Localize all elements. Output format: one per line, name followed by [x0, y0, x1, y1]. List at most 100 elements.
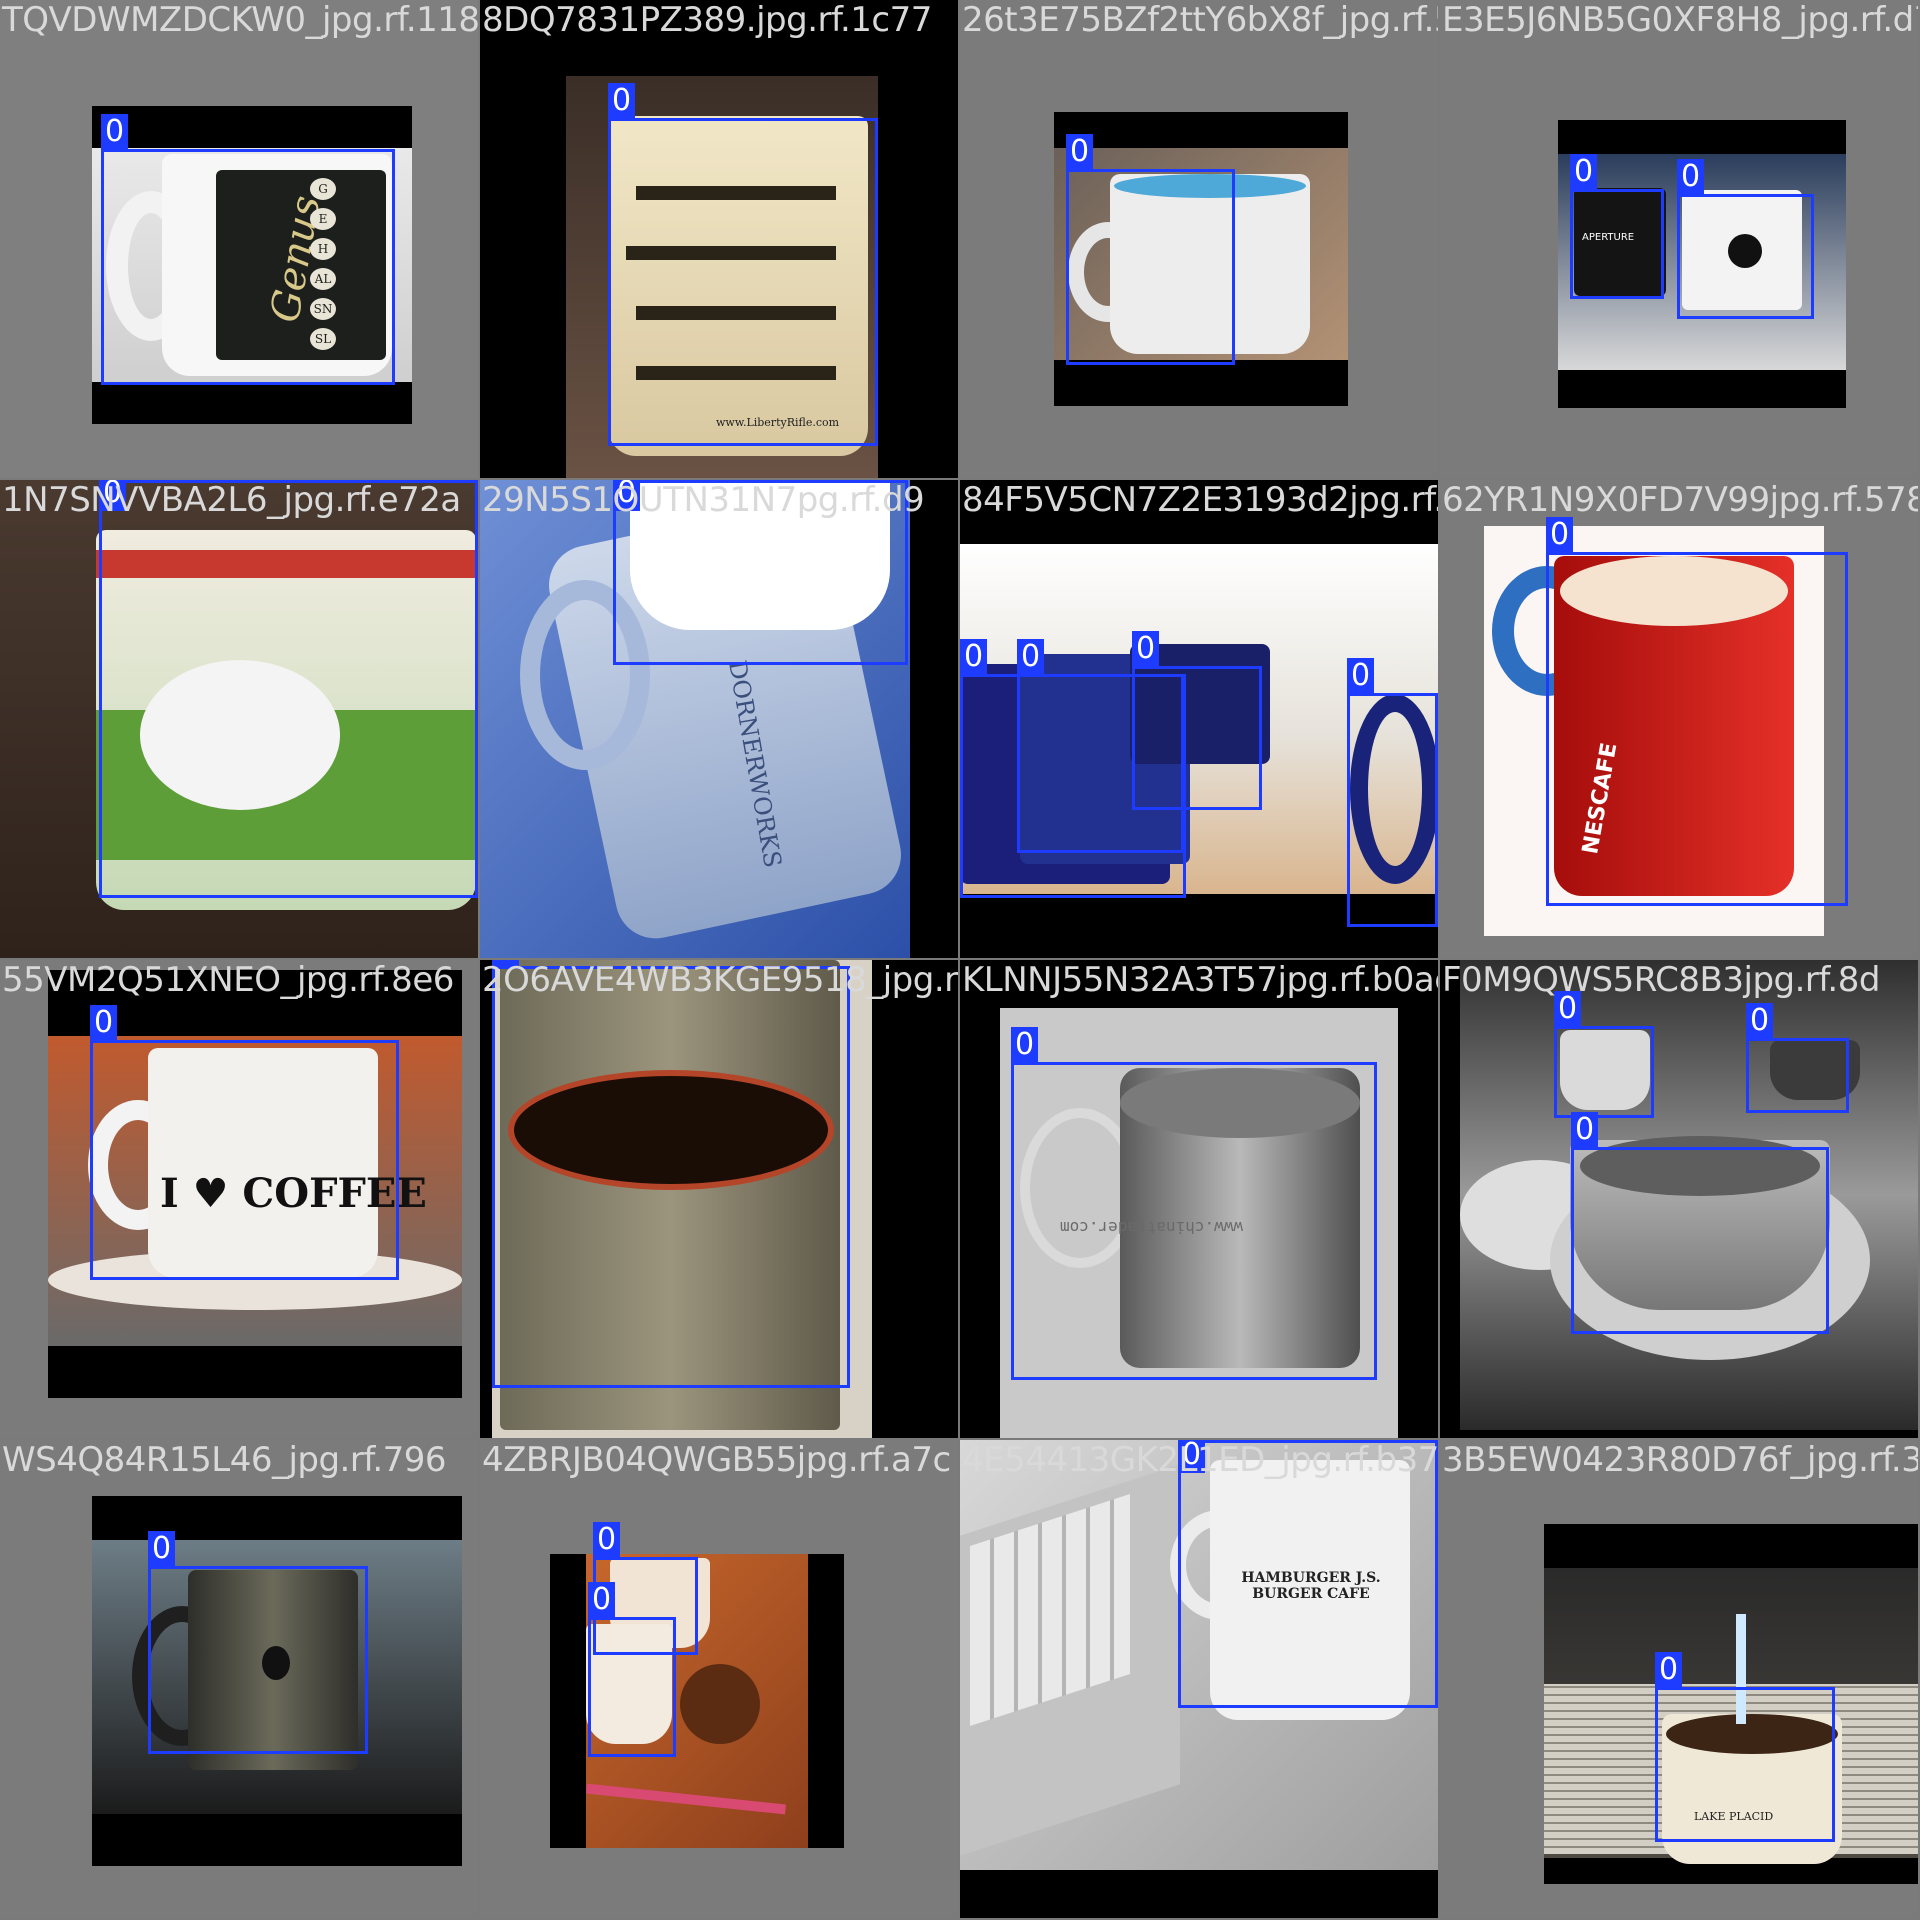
mug-print-text: APERTURE — [1582, 232, 1635, 243]
tube-letter: G — [310, 178, 336, 200]
tile-filename: 26t3E75BZf2ttY6bX8f_jpg.rf.5e — [962, 0, 1438, 40]
detection-box: 0 — [1011, 1027, 1377, 1380]
tile-filename: 1N7SNVVBA2L6_jpg.rf.e72a — [2, 480, 461, 520]
detection-tag: 0 — [608, 83, 636, 119]
tile-filename: 4E54413GK2L1ED_jpg.rf.b37f — [962, 1440, 1438, 1480]
tile-filename: 29N5S1OUTN31N7pg.rf.d9 — [482, 480, 925, 520]
detection-tag: 0 — [1677, 159, 1705, 195]
detection-box: 0 — [1677, 159, 1814, 319]
detection-box: 0 — [588, 1582, 676, 1757]
detection-box: 0 — [608, 83, 878, 446]
tile-8: NESCAFE 0 62YR1N9X0FD7V99jpg.rf.578 — [1440, 480, 1918, 958]
tube-letter: SN — [310, 298, 336, 320]
tile-6: DORNERWORKS 0 29N5S1OUTN31N7pg.rf.d9 — [480, 480, 958, 958]
detection-box: 0 — [1347, 658, 1438, 927]
detection-tag: 0 — [1132, 631, 1160, 667]
detection-tag: 0 — [90, 1005, 118, 1041]
detection-tag: 0 — [99, 480, 127, 511]
tile-image — [960, 544, 1438, 894]
detection-box: 0 — [99, 480, 478, 898]
detection-tag: 0 — [1011, 1027, 1039, 1063]
detection-tag: 0 — [1546, 517, 1574, 553]
tile-image: NESCAFE — [1484, 526, 1824, 936]
detection-tag: 0 — [1571, 1112, 1599, 1148]
detection-box: 0 — [1132, 631, 1262, 810]
detection-tag: 0 — [1570, 154, 1598, 190]
mug-print-text: I ♥ COFFEE — [160, 1170, 427, 1217]
detection-tag: 0 — [101, 114, 129, 150]
detection-box: 0 — [1017, 639, 1184, 853]
mug-print-text: www.LibertyRifle.com — [716, 416, 840, 429]
tile-1: Genus G E H AL SN SL 0 TQVDWMZDCKW0_jpg.rf.11… — [0, 0, 478, 478]
detection-box: 0 — [148, 1531, 368, 1754]
tile-16: LAKE PLACID 0 3B5EW0423R80D76f_jpg.rf.3b… — [1440, 1440, 1918, 1918]
tile-filename: 55VM2Q51XNEO_jpg.rf.8e6 — [2, 960, 454, 1000]
detection-tag: 0 — [593, 1522, 621, 1558]
detection-tag: 0 — [1017, 639, 1045, 675]
tile-12: 0 0 0 F0M9QWS5RC8B3jpg.rf.8d — [1440, 960, 1918, 1438]
tile-image — [1054, 112, 1348, 406]
detection-tag: 0 — [1066, 134, 1094, 170]
detection-tag: 0 — [1655, 1652, 1683, 1688]
detection-box: 0 — [1571, 1112, 1829, 1334]
detection-tag: 0 — [1178, 1440, 1206, 1473]
detection-box: 0 — [1554, 991, 1654, 1118]
detection-tag: 0 — [1554, 991, 1582, 1027]
tile-13: 0 WS4Q84R15L46_jpg.rf.796 — [0, 1440, 478, 1918]
tile-image — [0, 480, 478, 958]
detection-box: 0 — [1655, 1652, 1835, 1842]
tile-7: 0 0 0 0 84F5V5CN7Z2E3193d2jpg.rf.3011c — [960, 480, 1438, 958]
tile-image — [92, 1496, 462, 1866]
tile-14: 0 0 4ZBRJB04QWGB55jpg.rf.a7c — [480, 1440, 958, 1918]
mug-print-text: LAKE PLACID — [1694, 1810, 1774, 1823]
tile-filename: 84F5V5CN7Z2E3193d2jpg.rf.3011c — [962, 480, 1438, 520]
tile-15: HAMBURGER J.S. BURGER CAFE 0 4E54413GK2L… — [960, 1440, 1438, 1918]
detection-box: 0 — [1178, 1440, 1438, 1708]
tile-filename: KLNNJ55N32A3T57jpg.rf.b0ae — [962, 960, 1438, 1000]
tile-filename: 8DQ7831PZ389.jpg.rf.1c77 — [482, 0, 932, 40]
tile-2: www.LibertyRifle.com 0 8DQ7831PZ389.jpg.… — [480, 0, 958, 478]
detection-box: 0 — [1570, 154, 1664, 299]
detection-box: 0 — [1546, 517, 1848, 906]
tile-5: 0 1N7SNVVBA2L6_jpg.rf.e72a — [0, 480, 478, 958]
tile-image: HAMBURGER J.S. BURGER CAFE — [960, 1440, 1438, 1870]
tile-filename: WS4Q84R15L46_jpg.rf.796 — [2, 1440, 447, 1480]
tile-image — [492, 960, 872, 1438]
tile-image: LAKE PLACID — [1544, 1524, 1918, 1884]
tile-filename: 2O6AVE4WB3KGE9518_jpg.rf.073 — [482, 960, 958, 1000]
tile-filename: E3E5J6NB5G0XF8H8_jpg.rf.d7b — [1442, 0, 1918, 40]
detection-box: 0 — [1746, 1003, 1849, 1113]
detection-tag: 0 — [613, 480, 641, 511]
detection-tag: 0 — [492, 960, 520, 967]
detection-tag: 0 — [1746, 1003, 1774, 1039]
detection-box: 0 — [1066, 134, 1235, 365]
tile-image: DORNERWORKS — [480, 480, 910, 958]
detection-box: 0 — [90, 1005, 399, 1280]
tube-letter: SL — [310, 328, 336, 350]
detection-tag: 0 — [1347, 658, 1375, 694]
tile-filename: F0M9QWS5RC8B3jpg.rf.8d — [1442, 960, 1880, 1000]
detection-tag: 0 — [960, 639, 988, 675]
tile-filename: TQVDWMZDCKW0_jpg.rf.118dd9073110f27890c8… — [2, 0, 478, 40]
mug-print-text: HAMBURGER J.S. BURGER CAFE — [1241, 1570, 1381, 1602]
tube-letter: AL — [310, 268, 336, 290]
tile-image: www.LibertyRifle.com — [566, 76, 878, 478]
detection-box: 0 — [492, 960, 850, 1388]
detection-tag: 0 — [148, 1531, 176, 1567]
tile-9: I ♥ COFFEE 0 55VM2Q51XNEO_jpg.rf.8e6 — [0, 960, 478, 1438]
detection-tag: 0 — [588, 1582, 616, 1618]
tile-filename: 4ZBRJB04QWGB55jpg.rf.a7c — [482, 1440, 951, 1480]
detection-box: 0 — [101, 114, 395, 385]
tile-image: www.chinatrader.com — [1000, 1008, 1398, 1438]
tile-4: APERTURE 0 0 E3E5J6NB5G0XF8H8_jpg.rf.d7b — [1440, 0, 1918, 478]
tile-10: 0 2O6AVE4WB3KGE9518_jpg.rf.073 — [480, 960, 958, 1438]
tile-filename: 62YR1N9X0FD7V99jpg.rf.578 — [1442, 480, 1918, 520]
tile-image: Genus G E H AL SN SL — [92, 106, 412, 424]
tile-3: 0 26t3E75BZf2ttY6bX8f_jpg.rf.5e — [960, 0, 1438, 478]
tile-filename: 3B5EW0423R80D76f_jpg.rf.3b3 — [1442, 1440, 1918, 1480]
tile-11: www.chinatrader.com 0 KLNNJ55N32A3T57jpg… — [960, 960, 1438, 1438]
tube-letter: E — [310, 208, 336, 230]
detection-box: 0 — [613, 480, 908, 665]
tube-letter: H — [310, 238, 336, 260]
